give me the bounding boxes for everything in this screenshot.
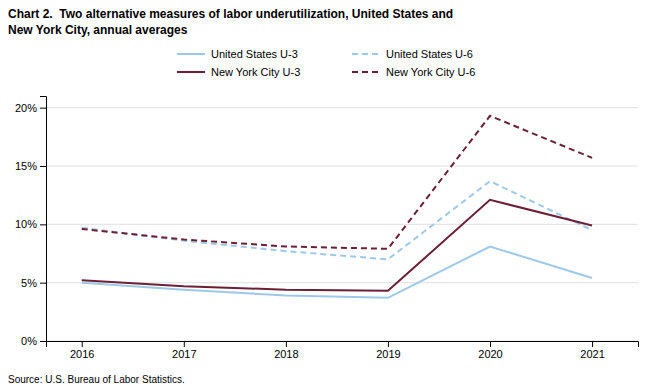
tick: 2019: [376, 341, 400, 360]
axis-line: [40, 97, 47, 342]
y-axis: 0% 5% 10% 15% 20%: [15, 97, 47, 348]
tick-label: 2019: [376, 348, 400, 360]
chart: Chart 2. Two alternative measures of lab…: [0, 0, 660, 391]
tick-label: 2020: [478, 348, 502, 360]
title: Chart 2. Two alternative measures of lab…: [8, 7, 453, 21]
legend-swatch: [177, 71, 205, 73]
legend-item: United States U-6: [352, 48, 473, 60]
tick: 2021: [580, 341, 604, 360]
tick-mark: [184, 341, 185, 347]
tick-mark: [286, 341, 287, 347]
tick: 5%: [21, 277, 46, 289]
legend-item: New York City U-6: [352, 66, 475, 78]
tick-mark: [40, 341, 46, 342]
subtitle: New York City, annual averages: [8, 23, 188, 37]
legend-item: United States U-3: [177, 48, 298, 60]
legend-label: United States U-6: [386, 48, 473, 60]
series-line: [82, 200, 592, 291]
legend-label: New York City U-3: [211, 66, 300, 78]
x-axis: 2016 2017 2018 2019 2020 2021: [47, 341, 639, 360]
tick: 10%: [15, 218, 46, 230]
legend-label: United States U-3: [211, 48, 298, 60]
tick-mark: [82, 341, 83, 347]
tick-mark: [490, 341, 491, 347]
tick-label: 2017: [172, 348, 196, 360]
tick-mark: [40, 224, 46, 225]
annotation: Source: U.S. Bureau of Labor Statistics.: [8, 374, 185, 385]
tick-label: 20%: [15, 102, 37, 114]
tick-label: 10%: [15, 218, 37, 230]
tick: 2017: [172, 341, 196, 360]
grid: [46, 108, 638, 341]
tick-label: 2021: [580, 348, 604, 360]
tick: 2020: [478, 341, 502, 360]
grid-line: [46, 224, 638, 225]
series-line: [82, 116, 592, 249]
plot: 0% 5% 10% 15% 20% 2016 2017 2018 2019 2020 2021: [15, 97, 639, 360]
tick-mark: [40, 166, 46, 167]
tick-mark: [388, 341, 389, 347]
tick: 2016: [70, 341, 94, 360]
grid-line: [46, 166, 638, 167]
legend-swatch: [352, 53, 380, 55]
legend-swatch: [177, 53, 205, 55]
tick-label: 5%: [21, 277, 37, 289]
legend-item: New York City U-3: [177, 66, 300, 78]
axis-line: [47, 342, 639, 348]
tick: 15%: [15, 160, 46, 172]
tick-mark: [40, 108, 46, 109]
tick: 20%: [15, 102, 46, 114]
legend-label: New York City U-6: [386, 66, 475, 78]
tick-label: 15%: [15, 160, 37, 172]
tick-label: 2018: [274, 348, 298, 360]
tick-label: 2016: [70, 348, 94, 360]
lines: [82, 116, 592, 298]
tick-label: 0%: [21, 335, 37, 347]
legend: United States U-3 United States U-6 New Yo…: [177, 48, 475, 78]
grid-line: [46, 107, 638, 108]
tick-mark: [592, 341, 593, 347]
tick: 2018: [274, 341, 298, 360]
tick-mark: [40, 283, 46, 284]
tick: 0%: [21, 335, 46, 347]
legend-swatch: [352, 71, 380, 73]
